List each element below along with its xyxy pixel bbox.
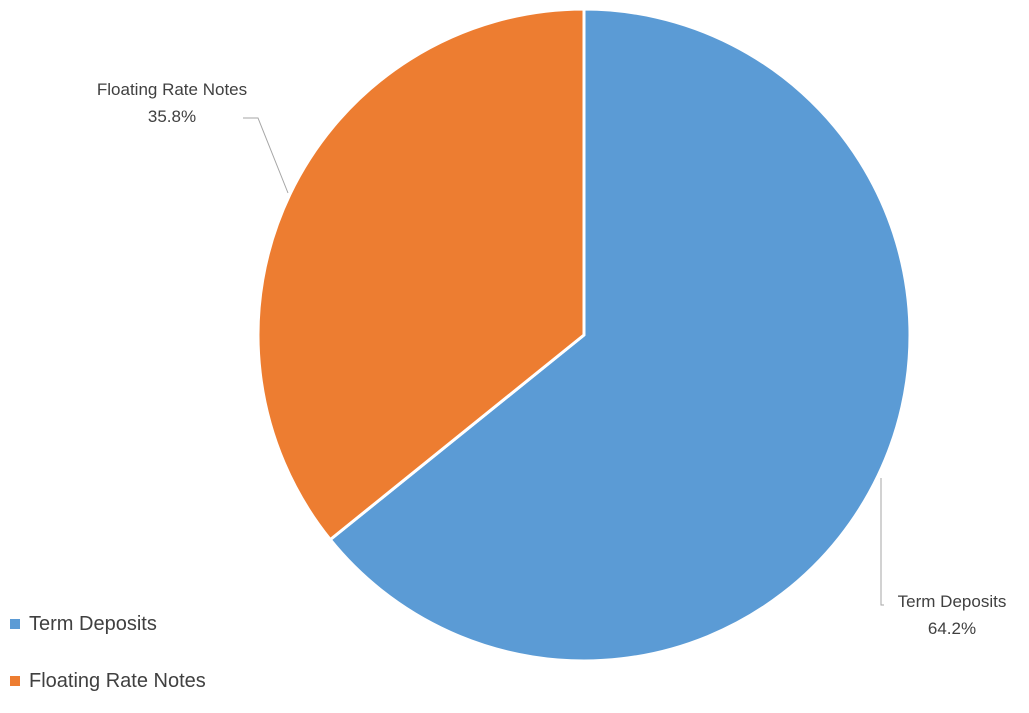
legend-swatch-term-deposits xyxy=(10,619,20,629)
legend-swatch-floating-rate-notes xyxy=(10,676,20,686)
legend-label-floating-rate-notes: Floating Rate Notes xyxy=(29,669,206,692)
legend-label-term-deposits: Term Deposits xyxy=(29,612,157,635)
leader-lines xyxy=(243,117,884,606)
legend-item-term-deposits: Term Deposits xyxy=(10,610,206,638)
legend: Term Deposits Floating Rate Notes xyxy=(10,610,206,713)
legend-item-floating-rate-notes: Floating Rate Notes xyxy=(10,667,206,695)
leader-line-term-deposits xyxy=(880,478,884,606)
pie-slices xyxy=(256,7,912,663)
data-label-category-term-deposits: Term Deposits xyxy=(898,592,1007,611)
data-label-value-term-deposits: 64.2% xyxy=(928,619,976,638)
data-label-value-floating-rate-notes: 35.8% xyxy=(148,107,196,126)
data-labels: Term Deposits 64.2% Floating Rate Notes 35.… xyxy=(97,80,1006,638)
data-label-category-floating-rate-notes: Floating Rate Notes xyxy=(97,80,247,99)
leader-line-floating-rate-notes xyxy=(243,117,289,194)
pie-slice-term-deposits xyxy=(328,7,912,663)
pie-slice-floating-rate-notes xyxy=(256,7,586,542)
